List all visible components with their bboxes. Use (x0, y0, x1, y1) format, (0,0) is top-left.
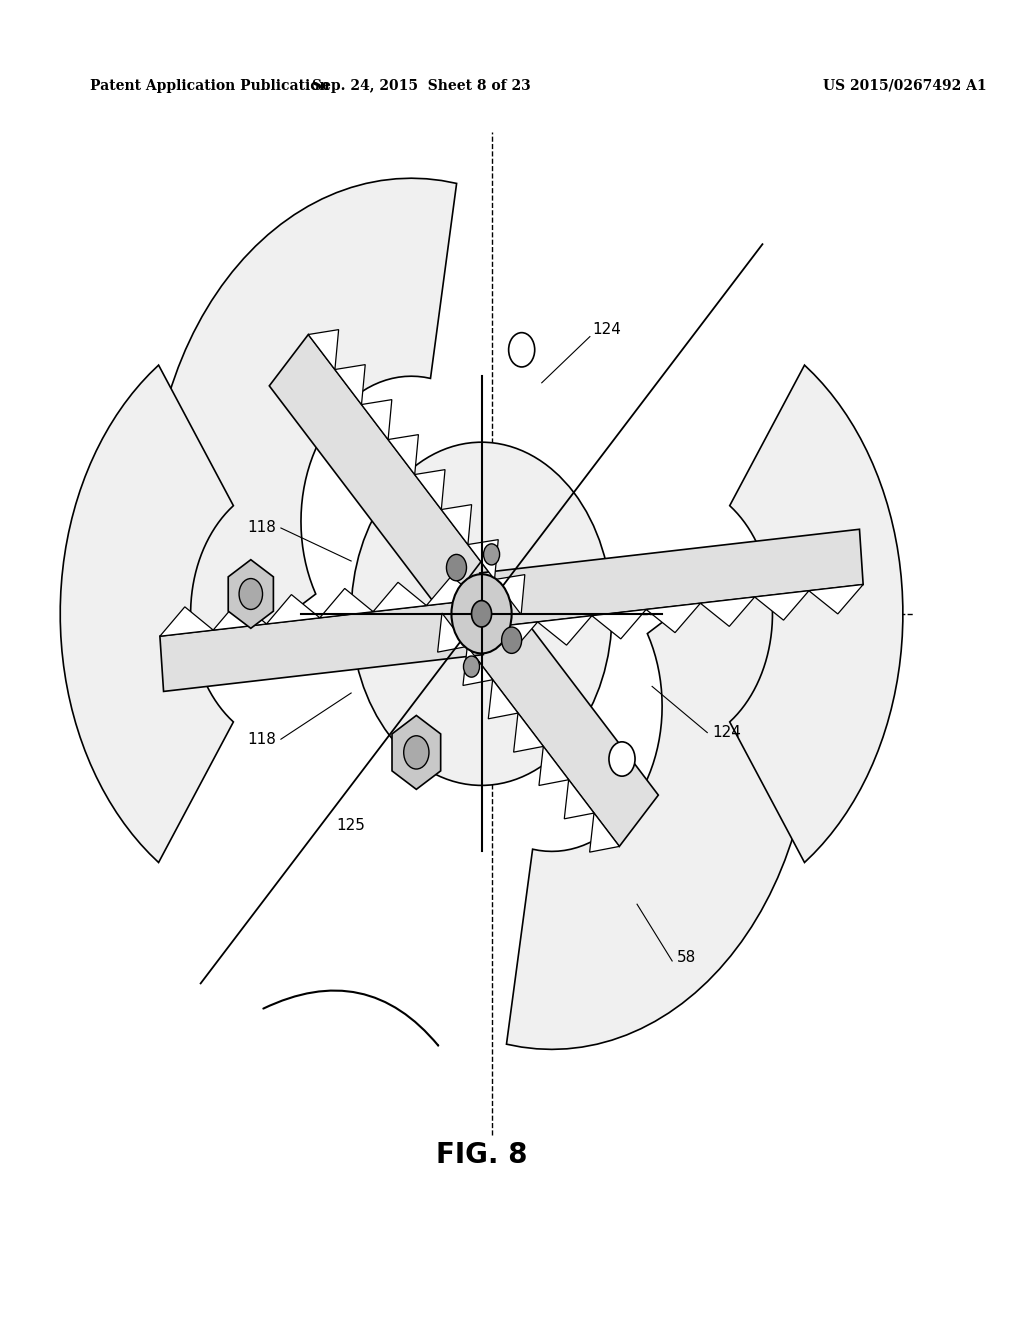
Polygon shape (483, 622, 538, 651)
Circle shape (483, 544, 500, 565)
Polygon shape (361, 400, 392, 440)
Polygon shape (468, 540, 499, 579)
Polygon shape (755, 591, 809, 620)
Circle shape (509, 333, 535, 367)
Polygon shape (373, 582, 426, 611)
Polygon shape (538, 615, 592, 645)
Polygon shape (539, 746, 568, 785)
Polygon shape (160, 607, 213, 636)
Circle shape (502, 627, 521, 653)
Polygon shape (730, 366, 903, 862)
Text: 118: 118 (247, 520, 275, 536)
Circle shape (239, 578, 262, 610)
Circle shape (452, 574, 512, 653)
Text: 58: 58 (677, 949, 696, 965)
Polygon shape (564, 780, 594, 818)
Circle shape (471, 601, 492, 627)
Polygon shape (441, 504, 472, 545)
Polygon shape (308, 330, 339, 370)
Polygon shape (388, 434, 419, 474)
Polygon shape (590, 813, 620, 853)
Polygon shape (335, 364, 366, 404)
Circle shape (609, 742, 635, 776)
Polygon shape (646, 603, 700, 632)
Text: US 2015/0267492 A1: US 2015/0267492 A1 (822, 79, 986, 92)
Polygon shape (213, 601, 266, 630)
Polygon shape (266, 594, 319, 624)
Text: Patent Application Publication: Patent Application Publication (90, 79, 330, 92)
Text: 118: 118 (247, 731, 275, 747)
Text: 125: 125 (336, 817, 365, 833)
Polygon shape (463, 647, 493, 685)
Polygon shape (442, 562, 658, 846)
Polygon shape (479, 529, 863, 628)
Text: 124: 124 (592, 322, 621, 338)
Polygon shape (151, 178, 457, 693)
Polygon shape (700, 597, 755, 627)
Text: Sep. 24, 2015  Sheet 8 of 23: Sep. 24, 2015 Sheet 8 of 23 (312, 79, 530, 92)
Polygon shape (592, 610, 646, 639)
Polygon shape (60, 366, 233, 862)
Polygon shape (160, 599, 483, 692)
Polygon shape (392, 715, 440, 789)
Polygon shape (514, 713, 544, 752)
Polygon shape (415, 470, 445, 510)
Polygon shape (319, 589, 373, 618)
Polygon shape (809, 585, 863, 614)
Circle shape (403, 735, 429, 770)
Text: FIG. 8: FIG. 8 (436, 1140, 527, 1170)
Polygon shape (269, 334, 521, 665)
Polygon shape (437, 612, 467, 652)
Circle shape (464, 656, 479, 677)
Text: 124: 124 (713, 725, 741, 741)
FancyArrowPatch shape (263, 990, 438, 1045)
Polygon shape (495, 574, 525, 615)
Polygon shape (426, 576, 479, 606)
Circle shape (351, 442, 612, 785)
Polygon shape (228, 560, 273, 628)
Circle shape (446, 554, 467, 581)
Polygon shape (507, 535, 813, 1049)
Polygon shape (488, 680, 518, 719)
